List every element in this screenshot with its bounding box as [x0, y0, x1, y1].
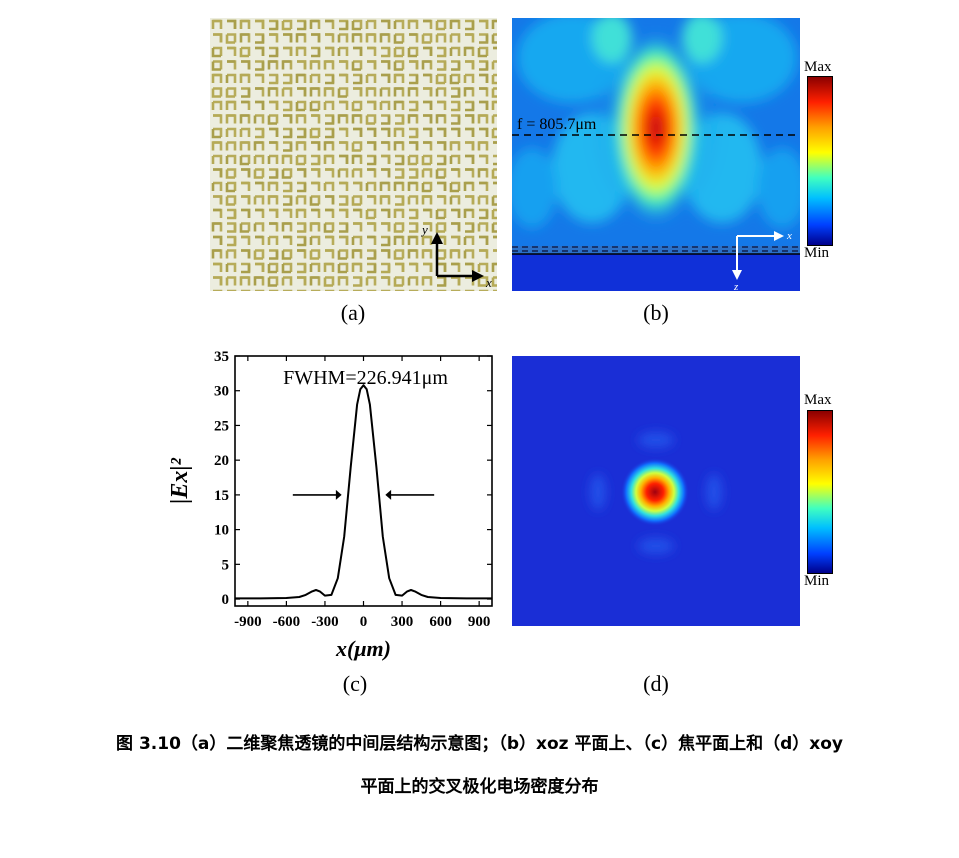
series-line: [235, 384, 492, 600]
colorbar-b-max: Max: [804, 59, 832, 75]
y-tick-label: 15: [214, 488, 229, 504]
arrow-right-head: [385, 489, 392, 500]
panel-label-c: (c): [342, 671, 368, 696]
y-tick-label: 0: [222, 592, 230, 608]
panel-a: y x: [210, 18, 503, 291]
y-tick-label: 10: [214, 523, 229, 539]
colorbar-b: [807, 76, 833, 246]
panel-b: f = 805.7μm x z: [507, 13, 807, 293]
colorbar-d: [807, 410, 833, 574]
xoz-field-map: f = 805.7μm x z: [507, 13, 807, 293]
x-axis-label: x(μm): [335, 636, 391, 661]
x-tick-label: -600: [273, 614, 301, 630]
colorbar-d-min: Min: [804, 573, 830, 589]
x-tick-label: 300: [391, 614, 414, 630]
plot-frame: [234, 355, 493, 607]
x-tick-label: -300: [311, 614, 339, 630]
figure-caption-line1: 图 3.10（a）二维聚焦透镜的中间层结构示意图；（b）xoz 平面上、（c）焦…: [116, 734, 843, 754]
axis-y-label: y: [420, 222, 428, 237]
x-tick-label: -900: [234, 614, 262, 630]
panel-label-b: (b): [643, 300, 669, 325]
fwhm-annotation: FWHM=226.941μm: [283, 367, 448, 389]
y-tick-label: 30: [214, 384, 229, 400]
axis-x-label: x: [485, 275, 492, 290]
y-axis-label: |Ex|²: [167, 457, 193, 504]
axis-x-label: x: [786, 230, 792, 242]
x-tick-label: 0: [360, 614, 368, 630]
panel-c: -900 -600 -300 0 300 600 900 0 5 10 15 20 25 30 35 FWHM…: [160, 340, 505, 670]
panel-d: [512, 356, 800, 626]
x-tick-label: 900: [468, 614, 491, 630]
y-tick-label: 25: [214, 418, 229, 434]
colorbar-b-min: Min: [804, 245, 830, 261]
focal-plane-chart: -900 -600 -300 0 300 600 900 0 5 10 15 20 25 30 35 FWHM…: [167, 349, 493, 661]
colorbar-d-max: Max: [804, 392, 832, 408]
metasurface-image: y x: [210, 18, 503, 291]
panel-label-d: (d): [643, 671, 669, 696]
y-tick-label: 35: [214, 349, 229, 365]
panel-label-a: (a): [340, 300, 366, 325]
arrow-left-head: [335, 489, 342, 500]
x-tick-label: 600: [429, 614, 452, 630]
y-tick-label: 20: [214, 453, 229, 469]
y-tick-label: 5: [222, 557, 230, 573]
focal-length-annotation: f = 805.7μm: [517, 116, 597, 133]
xoy-field-map: [512, 356, 800, 626]
figure-caption-line2: 平面上的交叉极化电场密度分布: [360, 777, 599, 797]
axis-z-label: z: [733, 281, 739, 291]
